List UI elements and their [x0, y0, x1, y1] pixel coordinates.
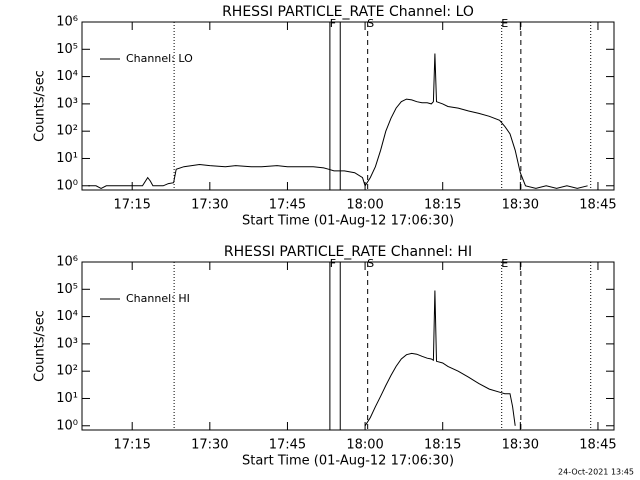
- y-tick-label: 10³: [56, 96, 78, 111]
- x-tick-label: 17:45: [269, 438, 306, 453]
- marker-label: E: [501, 257, 508, 270]
- x-tick-label: 18:15: [424, 198, 461, 213]
- marker-label: F: [330, 17, 336, 30]
- series-line: [88, 53, 588, 189]
- x-tick-label: 18:00: [346, 198, 383, 213]
- y-tick-label: 10⁵: [56, 282, 78, 297]
- y-tick-label: 10¹: [56, 391, 78, 406]
- y-tick-label: 10¹: [56, 151, 78, 166]
- series-line: [364, 290, 516, 427]
- marker-label: F: [330, 257, 336, 270]
- x-axis-label: Start Time (01-Aug-12 17:06:30): [242, 454, 454, 469]
- plot-frame: [81, 261, 615, 431]
- x-tick-label: 17:15: [113, 198, 150, 213]
- legend-label: Channel: LO: [126, 52, 193, 65]
- x-tick-label: 18:30: [502, 198, 539, 213]
- x-tick-label: 17:45: [269, 198, 306, 213]
- marker-label: S: [367, 257, 374, 270]
- y-tick-label: 10⁴: [56, 309, 78, 324]
- x-tick-label: 18:00: [346, 438, 383, 453]
- y-tick-label: 10⁰: [56, 178, 78, 193]
- y-tick-label: 10⁶: [56, 15, 78, 30]
- y-tick-label: 10⁶: [56, 255, 78, 270]
- x-tick-label: 18:15: [424, 438, 461, 453]
- y-tick-label: 10⁰: [56, 418, 78, 433]
- marker-label: S: [367, 17, 374, 30]
- x-tick-label: 17:30: [191, 198, 228, 213]
- chart-title: RHESSI PARTICLE_RATE Channel: HI: [224, 244, 472, 260]
- x-axis-label: Start Time (01-Aug-12 17:06:30): [242, 214, 454, 229]
- chart-title: RHESSI PARTICLE_RATE Channel: LO: [222, 4, 474, 20]
- plot-frame: [81, 21, 615, 191]
- y-tick-label: 10²: [56, 364, 78, 379]
- y-axis-label: Counts/sec: [33, 310, 48, 382]
- x-tick-label: 18:45: [579, 198, 616, 213]
- x-tick-label: 17:15: [113, 438, 150, 453]
- x-tick-label: 18:30: [502, 438, 539, 453]
- y-tick-label: 10⁵: [56, 42, 78, 57]
- y-tick-label: 10⁴: [56, 69, 78, 84]
- x-tick-label: 18:45: [579, 438, 616, 453]
- y-axis-label: Counts/sec: [33, 70, 48, 142]
- footer: 24-Oct-2021 13:45: [558, 468, 634, 477]
- marker-label: E: [501, 17, 508, 30]
- y-tick-label: 10²: [56, 124, 78, 139]
- x-tick-label: 17:30: [191, 438, 228, 453]
- y-tick-label: 10³: [56, 336, 78, 351]
- legend-label: Channel: HI: [126, 292, 190, 305]
